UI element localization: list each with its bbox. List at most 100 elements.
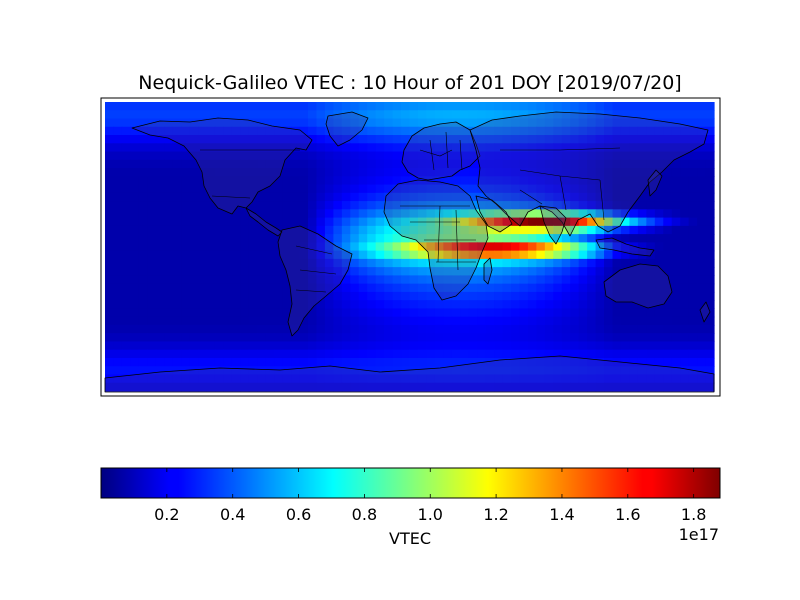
- heatmap-cell: [477, 349, 487, 359]
- heatmap-cell: [697, 308, 707, 318]
- heatmap-cell: [248, 118, 258, 128]
- heatmap-cell: [612, 242, 622, 252]
- heatmap-cell: [544, 159, 554, 169]
- heatmap-cell: [697, 333, 707, 343]
- heatmap-cell: [231, 333, 241, 343]
- heatmap-cell: [401, 242, 411, 252]
- heatmap-cell: [231, 291, 241, 301]
- heatmap-cell: [231, 110, 241, 120]
- heatmap-cell: [155, 242, 165, 252]
- heatmap-cell: [316, 308, 326, 318]
- heatmap-cell: [434, 366, 444, 376]
- heatmap-cell: [198, 110, 208, 120]
- heatmap-cell: [130, 192, 140, 202]
- heatmap-cell: [308, 366, 318, 376]
- heatmap-cell: [392, 118, 402, 128]
- heatmap-cell: [409, 267, 419, 276]
- heatmap-cell: [451, 300, 461, 310]
- heatmap-cell: [223, 217, 233, 227]
- heatmap-cell: [164, 184, 174, 194]
- heatmap-cell: [206, 192, 216, 202]
- heatmap-cell: [299, 258, 309, 268]
- heatmap-cell: [527, 291, 537, 301]
- heatmap-cell: [316, 283, 326, 293]
- heatmap-cell: [612, 168, 622, 177]
- colorbar-tick-label: 1.2: [483, 505, 508, 524]
- heatmap-cell: [147, 258, 157, 268]
- heatmap-cell: [417, 250, 428, 260]
- heatmap-cell: [460, 374, 470, 384]
- heatmap-cell: [214, 308, 225, 318]
- heatmap-cell: [265, 184, 275, 194]
- heatmap-cell: [392, 201, 402, 210]
- heatmap-cell: [511, 126, 521, 136]
- heatmap-cell: [519, 201, 529, 210]
- heatmap-cell: [316, 201, 326, 210]
- heatmap-cell: [324, 234, 334, 243]
- heatmap-cell: [519, 217, 529, 227]
- heatmap-cell: [511, 201, 521, 210]
- heatmap-cell: [138, 308, 148, 318]
- heatmap-cell: [375, 341, 385, 351]
- heatmap-cell: [316, 300, 326, 310]
- heatmap-cell: [164, 159, 174, 169]
- heatmap-cell: [663, 333, 673, 343]
- heatmap-cell: [646, 349, 656, 359]
- heatmap-cell: [511, 341, 521, 351]
- heatmap-cell: [544, 143, 554, 153]
- heatmap-cell: [527, 192, 537, 202]
- heatmap-cell: [231, 250, 241, 260]
- heatmap-cell: [189, 374, 199, 384]
- heatmap-cell: [536, 308, 546, 318]
- heatmap-cell: [570, 126, 580, 136]
- heatmap-cell: [240, 135, 250, 144]
- heatmap-cell: [654, 102, 664, 111]
- heatmap-cell: [172, 159, 182, 169]
- heatmap-cell: [654, 283, 664, 293]
- heatmap-cell: [688, 333, 698, 343]
- heatmap-cell: [223, 250, 233, 260]
- heatmap-cell: [468, 341, 478, 351]
- heatmap-cell: [663, 324, 673, 334]
- heatmap-cell: [350, 374, 360, 384]
- heatmap-cell: [223, 267, 233, 276]
- heatmap-cell: [214, 102, 225, 111]
- heatmap-cell: [121, 357, 131, 367]
- heatmap-cell: [663, 234, 673, 243]
- heatmap-cell: [181, 283, 191, 293]
- heatmap-cell: [274, 217, 284, 227]
- heatmap-cell: [308, 242, 318, 252]
- heatmap-cell: [460, 283, 470, 293]
- heatmap-cell: [223, 333, 233, 343]
- heatmap-cell: [697, 382, 707, 392]
- heatmap-cell: [654, 333, 664, 343]
- heatmap-cell: [637, 242, 647, 252]
- heatmap-cell: [460, 184, 470, 194]
- heatmap-cell: [299, 242, 309, 252]
- heatmap-cell: [308, 135, 318, 144]
- heatmap-cell: [189, 110, 199, 120]
- heatmap-cell: [578, 341, 588, 351]
- heatmap-cell: [587, 267, 597, 276]
- heatmap-cell: [654, 267, 664, 276]
- heatmap-cell: [130, 324, 140, 334]
- heatmap-cell: [654, 225, 664, 235]
- heatmap-cell: [257, 151, 267, 161]
- heatmap-cell: [705, 291, 715, 301]
- heatmap-cell: [155, 250, 165, 260]
- heatmap-cell: [417, 143, 428, 153]
- heatmap-cell: [544, 242, 554, 252]
- heatmap-cell: [358, 316, 368, 326]
- heatmap-cell: [308, 201, 318, 210]
- heatmap-cell: [460, 159, 470, 169]
- heatmap-cell: [527, 201, 537, 210]
- heatmap-cell: [121, 151, 131, 161]
- heatmap-cell: [164, 168, 174, 177]
- heatmap-cell: [502, 382, 512, 392]
- heatmap-cell: [553, 118, 563, 128]
- heatmap-cell: [282, 110, 292, 120]
- heatmap-cell: [570, 151, 580, 161]
- heatmap-cell: [502, 324, 512, 334]
- heatmap-cell: [181, 168, 191, 177]
- heatmap-cell: [147, 283, 157, 293]
